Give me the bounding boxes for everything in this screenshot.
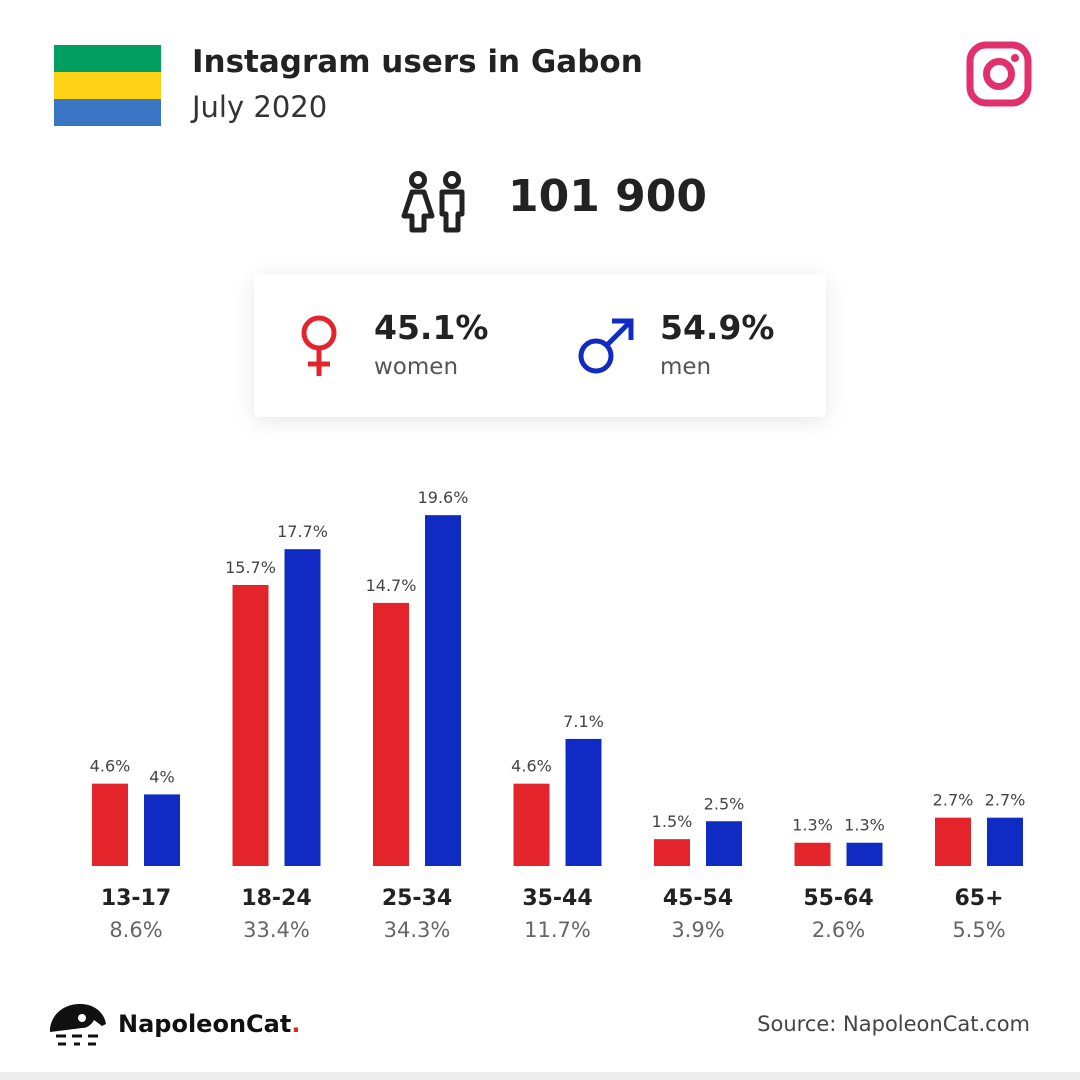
gabon-flag (54, 45, 161, 126)
women-percent: 45.1% (374, 308, 489, 347)
brand-name-text: NapoleonCat (118, 1010, 292, 1038)
women-value-label: 15.7% (225, 558, 276, 577)
women-value-label: 1.5% (652, 812, 693, 831)
male-symbol-icon (578, 318, 634, 374)
men-value-label: 4% (149, 767, 174, 786)
flag-stripe-green (54, 45, 161, 72)
women-value-label: 4.6% (90, 757, 131, 776)
men-value-label: 1.3% (844, 816, 885, 835)
age-category-label: 55-64 (803, 886, 873, 911)
instagram-icon (966, 41, 1032, 107)
page-subtitle: July 2020 (192, 90, 328, 124)
source-credit: Source: NapoleonCat.com (757, 1012, 1030, 1036)
napoleoncat-logo-icon (50, 1004, 106, 1046)
women-bar (373, 602, 409, 866)
men-value-label: 2.7% (985, 791, 1026, 810)
men-label: men (660, 354, 712, 380)
age-category-label: 25-34 (382, 886, 452, 911)
age-category-label: 35-44 (522, 886, 592, 911)
women-bar (654, 839, 690, 866)
men-value-label: 19.6% (418, 488, 469, 507)
men-value-label: 7.1% (563, 712, 604, 731)
flag-stripe-blue (54, 99, 161, 126)
age-category-label: 13-17 (101, 886, 171, 911)
people-icon (401, 171, 465, 233)
age-category-label: 18-24 (241, 886, 311, 911)
men-bar (565, 738, 602, 866)
women-label: women (374, 354, 459, 380)
men-bar (144, 794, 180, 866)
women-value-label: 1.3% (792, 816, 833, 835)
men-percent: 54.9% (660, 308, 775, 347)
age-category-total: 5.5% (952, 918, 1005, 942)
female-symbol-icon (301, 315, 337, 376)
age-category-total: 33.4% (243, 918, 310, 942)
women-value-label: 2.7% (933, 791, 974, 810)
age-category-label: 65+ (954, 886, 1003, 911)
women-bar (513, 783, 550, 866)
brand-name: NapoleonCat. (118, 1010, 300, 1038)
age-gender-bar-chart: 4.6% 4% 13-17 8.6% 15.7%17.7% 18-24 33.4% 14.7%… (90, 488, 1026, 942)
total-users: 101 900 (508, 171, 708, 222)
age-category-label: 45-54 (663, 886, 733, 911)
women-bar (92, 783, 128, 866)
age-category-total: 2.6% (812, 918, 865, 942)
age-category-total: 11.7% (524, 918, 591, 942)
women-bar (935, 817, 971, 866)
men-value-label: 17.7% (277, 522, 328, 541)
women-value-label: 4.6% (511, 757, 552, 776)
men-value-label: 2.5% (704, 794, 745, 813)
brand-dot: . (291, 1010, 301, 1038)
age-category-total: 8.6% (109, 918, 162, 942)
men-bar (425, 515, 461, 866)
page-title: Instagram users in Gabon (192, 44, 643, 80)
age-category-total: 3.9% (671, 918, 724, 942)
women-bar (794, 842, 831, 866)
women-bar (232, 584, 269, 866)
age-category-total: 34.3% (384, 918, 451, 942)
men-bar (846, 842, 883, 866)
gender-card: 45.1% women 54.9% men (254, 274, 826, 417)
women-value-label: 14.7% (366, 576, 417, 595)
men-bar (284, 549, 321, 866)
bottom-strip (0, 1072, 1080, 1080)
flag-stripe-yellow (54, 72, 161, 99)
men-bar (987, 817, 1023, 866)
men-bar (706, 821, 742, 866)
